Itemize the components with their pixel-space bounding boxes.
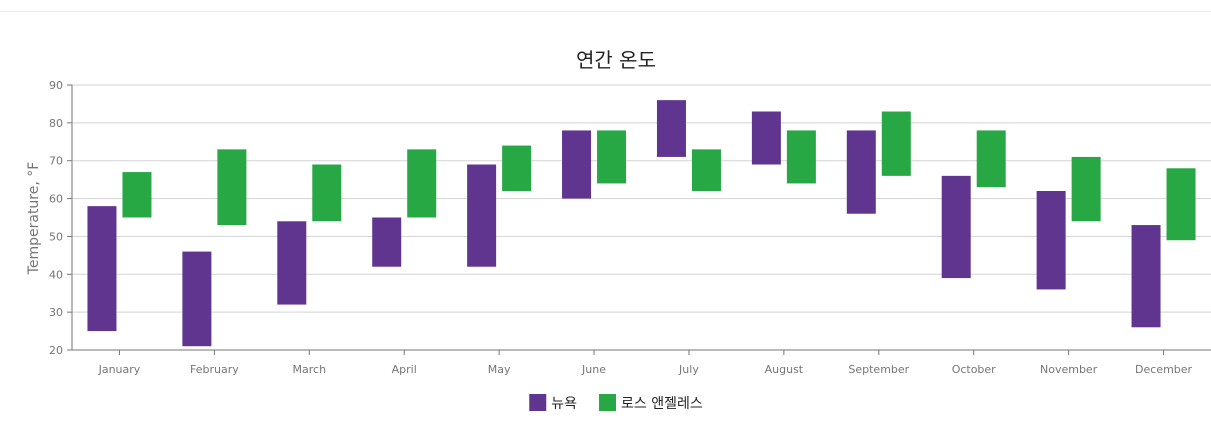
y-tick-label: 80 xyxy=(49,117,63,130)
y-axis-title: Temperature, °F xyxy=(26,162,42,276)
range-bar-series-1[interactable] xyxy=(372,217,402,267)
y-tick-label: 90 xyxy=(49,79,63,92)
range-bar-series-2[interactable] xyxy=(786,130,816,184)
range-bar-series-2[interactable] xyxy=(502,145,532,191)
range-bar-series-1[interactable] xyxy=(1131,225,1161,328)
x-tick-label: December xyxy=(1135,363,1193,376)
x-tick-label: January xyxy=(98,363,141,376)
x-tick-label: July xyxy=(678,363,699,376)
chart-title: 연간 온도 xyxy=(576,48,656,72)
legend-swatch[interactable] xyxy=(529,394,547,411)
range-bar-series-2[interactable] xyxy=(881,111,911,176)
range-bar-series-2[interactable] xyxy=(1166,168,1196,241)
range-bar-series-2[interactable] xyxy=(407,149,437,218)
x-tick-label: March xyxy=(293,363,327,376)
x-tick-label: May xyxy=(488,363,511,376)
range-bar-series-2[interactable] xyxy=(976,130,1006,188)
range-bar-series-2[interactable] xyxy=(597,130,627,184)
range-bar-series-1[interactable] xyxy=(467,164,497,267)
y-tick-label: 30 xyxy=(49,306,63,319)
x-tick-label: August xyxy=(765,363,804,376)
range-bar-series-1[interactable] xyxy=(846,130,876,214)
range-bar-series-1[interactable] xyxy=(182,251,212,347)
range-bar-series-1[interactable] xyxy=(277,221,307,305)
x-tick-label: June xyxy=(581,363,606,376)
x-tick-label: November xyxy=(1040,363,1098,376)
range-bar-series-2[interactable] xyxy=(691,149,721,191)
x-tick-label: September xyxy=(848,363,909,376)
y-tick-label: 40 xyxy=(49,268,63,281)
x-tick-label: October xyxy=(952,363,996,376)
legend-swatch[interactable] xyxy=(599,394,617,411)
bars xyxy=(87,100,1196,347)
legend-label: 로스 앤젤레스 xyxy=(621,396,703,412)
range-bar-series-2[interactable] xyxy=(122,172,152,218)
top-divider xyxy=(0,11,1211,12)
range-bar-series-1[interactable] xyxy=(87,206,117,332)
axes: 20 30 40 50 60 70 80 90 January February March Apri… xyxy=(49,79,1211,376)
legend[interactable]: 뉴욕 로스 앤젤레스 xyxy=(529,394,703,412)
range-bar-series-2[interactable] xyxy=(312,164,342,222)
range-bar-series-1[interactable] xyxy=(562,130,592,199)
range-bar-series-1[interactable] xyxy=(751,111,781,165)
y-tick-label: 50 xyxy=(49,230,63,243)
x-tick-label: February xyxy=(190,363,239,376)
x-tick-label: April xyxy=(392,363,417,376)
range-bar-series-1[interactable] xyxy=(941,175,971,279)
legend-label: 뉴욕 xyxy=(551,396,577,412)
range-bar-series-1[interactable] xyxy=(1036,191,1066,290)
range-bar-series-2[interactable] xyxy=(1071,156,1101,222)
range-bar-series-2[interactable] xyxy=(217,149,247,226)
y-tick-label: 20 xyxy=(49,344,63,357)
y-tick-label: 70 xyxy=(49,155,63,168)
y-tick-label: 60 xyxy=(49,193,63,206)
range-bar-series-1[interactable] xyxy=(656,100,686,157)
